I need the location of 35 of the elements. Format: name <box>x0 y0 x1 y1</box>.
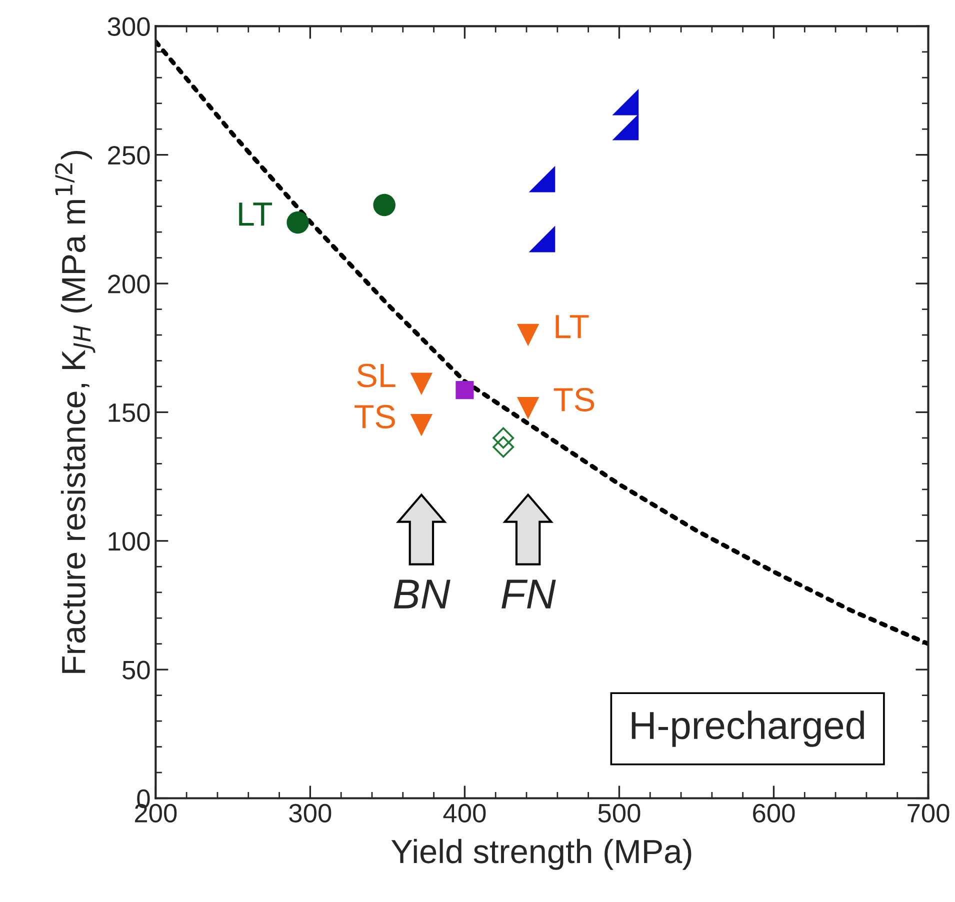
y-tick-label: 200 <box>108 274 150 294</box>
point <box>612 88 639 116</box>
point <box>373 194 396 216</box>
point <box>286 211 309 234</box>
annotation: BN <box>394 580 450 608</box>
point <box>516 324 540 346</box>
line-series <box>156 39 928 646</box>
x-tick-label: 600 <box>753 804 795 823</box>
point <box>456 381 474 400</box>
y-tick-label: 250 <box>108 146 150 165</box>
point <box>492 427 514 449</box>
annotation: LT <box>239 202 272 226</box>
point <box>612 114 639 140</box>
x-axis-title: Yield strength (MPa) <box>391 838 692 870</box>
point <box>528 166 556 192</box>
annotation: TS <box>554 388 594 412</box>
x-tick-label: 300 <box>289 804 332 823</box>
annotation: SL <box>357 364 396 388</box>
annotation: H-precharged <box>632 710 864 747</box>
annotation: TS <box>354 404 395 428</box>
y-tick-label: 150 <box>108 403 150 422</box>
y-tick-label: 300 <box>108 17 150 36</box>
annotation: FN <box>502 580 556 608</box>
x-tick-label: 700 <box>908 804 950 823</box>
point <box>410 372 433 396</box>
x-tick-label: 400 <box>443 804 486 823</box>
point <box>410 414 433 436</box>
annotation: LT <box>556 315 589 338</box>
y-axis-title: Fracture resistance, K$_{JH}$ (MPa m$^{1/2}$) <box>55 150 96 673</box>
point <box>528 226 556 252</box>
x-tick-label: 500 <box>598 804 640 823</box>
y-tick-label: 50 <box>122 660 150 680</box>
y-tick-label: 100 <box>108 532 150 551</box>
point <box>516 396 540 420</box>
point <box>492 436 514 458</box>
